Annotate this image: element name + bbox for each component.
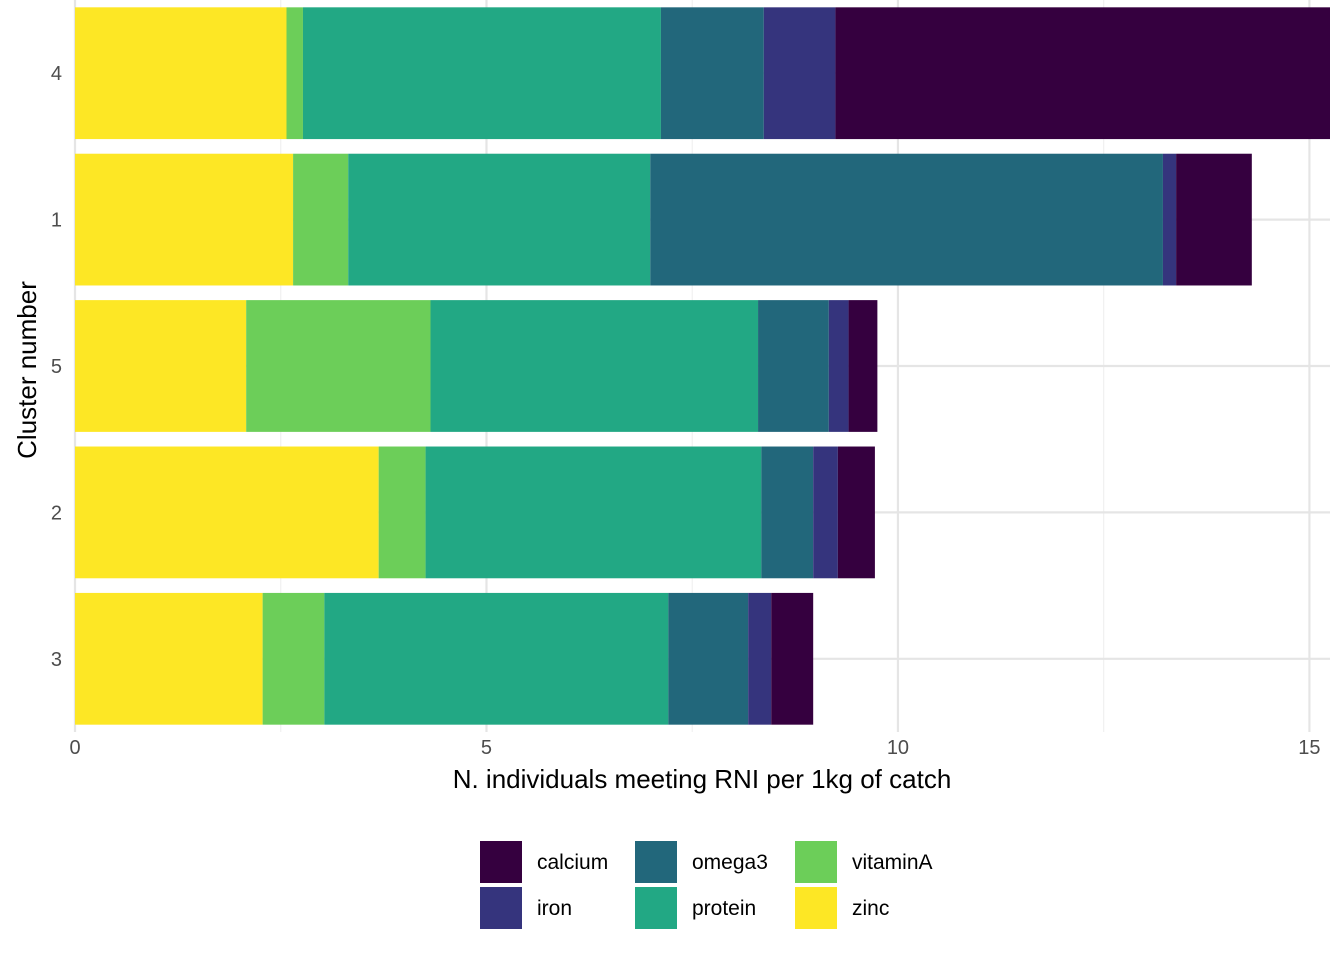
bar-segment-omega3-cluster-1: [650, 153, 1163, 286]
y-tick-label: 5: [51, 356, 62, 378]
legend-label-iron: iron: [537, 897, 572, 920]
x-axis-tick-labels: 0 5 10 15: [69, 737, 1320, 759]
y-tick-label: 2: [51, 502, 62, 524]
bar-segment-iron-cluster-2: [813, 446, 838, 579]
bar-segment-protein-cluster-1: [348, 153, 651, 286]
bar-segment-vitaminA-cluster-2: [378, 446, 426, 579]
legend-swatch-protein: [635, 887, 677, 929]
bar-segment-zinc-cluster-3: [75, 592, 263, 725]
legend-swatch-iron: [480, 887, 522, 929]
x-tick-label: 10: [887, 737, 909, 759]
bar-segment-iron-cluster-1: [1162, 153, 1177, 286]
bar-segment-iron-cluster-5: [828, 300, 849, 432]
legend-label-omega3: omega3: [692, 851, 768, 874]
legend-label-protein: protein: [692, 897, 756, 920]
legend-label-vitaminA: vitaminA: [852, 851, 933, 874]
legend: calcium iron omega3 protein vitaminA zinc: [480, 841, 933, 929]
bar-segment-omega3-cluster-2: [761, 446, 814, 579]
y-axis-tick-labels: 4 1 5 2 3: [51, 63, 62, 671]
bar-segment-zinc-cluster-2: [75, 446, 379, 579]
y-axis-title: Cluster number: [12, 281, 42, 459]
legend-swatch-zinc: [795, 887, 837, 929]
legend-label-zinc: zinc: [852, 897, 889, 920]
bar-segment-protein-cluster-2: [425, 446, 762, 579]
bar-segment-calcium-cluster-4: [835, 7, 1330, 140]
bar-segment-calcium-cluster-1: [1176, 153, 1252, 286]
bar-segment-vitaminA-cluster-5: [246, 300, 431, 432]
bar-segment-protein-cluster-4: [302, 7, 661, 140]
bars: [75, 7, 1330, 725]
bar-segment-vitaminA-cluster-4: [286, 7, 303, 140]
bar-segment-vitaminA-cluster-1: [293, 153, 349, 286]
bar-segment-protein-cluster-3: [324, 592, 669, 725]
bar-segment-omega3-cluster-4: [660, 7, 764, 140]
x-tick-label: 0: [69, 737, 80, 759]
bar-segment-calcium-cluster-3: [771, 592, 814, 725]
y-tick-label: 1: [51, 210, 62, 232]
bar-segment-calcium-cluster-2: [837, 446, 875, 579]
legend-swatch-calcium: [480, 841, 522, 883]
bar-segment-vitaminA-cluster-3: [262, 592, 325, 725]
bar-segment-calcium-cluster-5: [848, 300, 878, 432]
legend-swatch-vitaminA: [795, 841, 837, 883]
bar-segment-protein-cluster-5: [430, 300, 759, 432]
bar-segment-zinc-cluster-1: [75, 153, 294, 286]
x-tick-label: 5: [481, 737, 492, 759]
bar-segment-zinc-cluster-4: [75, 7, 287, 140]
legend-label-calcium: calcium: [537, 851, 608, 874]
bar-segment-iron-cluster-4: [763, 7, 836, 140]
bar-segment-iron-cluster-3: [748, 592, 772, 725]
bar-segment-omega3-cluster-5: [758, 300, 829, 432]
x-tick-label: 15: [1298, 737, 1320, 759]
y-tick-label: 3: [51, 649, 62, 671]
bar-segment-omega3-cluster-3: [668, 592, 749, 725]
y-tick-label: 4: [51, 63, 62, 85]
x-axis-title: N. individuals meeting RNI per 1kg of ca…: [453, 764, 952, 794]
bar-segment-zinc-cluster-5: [75, 300, 247, 432]
legend-swatch-omega3: [635, 841, 677, 883]
